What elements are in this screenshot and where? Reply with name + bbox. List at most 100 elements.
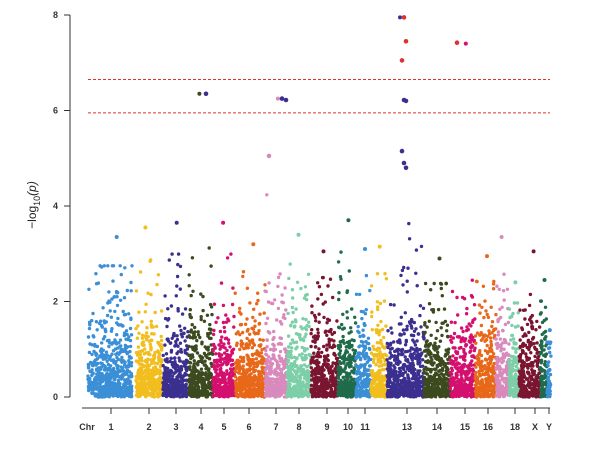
snp-point [120, 355, 124, 360]
snp-point [443, 381, 447, 385]
snp-point [226, 338, 231, 342]
snp-point [338, 391, 342, 395]
snp-point [288, 262, 292, 266]
snp-point [170, 252, 174, 256]
snp-point [353, 349, 358, 353]
snp-point [368, 347, 372, 352]
snp-point [257, 329, 261, 333]
snp-point [177, 367, 182, 371]
snp-point [190, 381, 195, 385]
snp-point [169, 390, 174, 394]
snp-point [439, 389, 443, 394]
snp-point [409, 324, 413, 328]
snp-point [215, 383, 219, 388]
snp-point [317, 392, 321, 396]
snp-point [103, 335, 107, 339]
snp-point [188, 392, 192, 396]
snp-point [393, 349, 397, 354]
snp-point [164, 374, 169, 378]
snp-point [381, 344, 385, 349]
snp-point [258, 361, 263, 365]
snp-point [427, 319, 431, 323]
snp-point [237, 363, 241, 367]
snp-point [437, 345, 441, 349]
snp-point [101, 306, 105, 310]
snp-point [290, 366, 294, 370]
snp-point [272, 298, 277, 302]
snp-point [140, 333, 145, 337]
snp-point [265, 193, 269, 197]
snp-point [294, 347, 298, 351]
snp-point [276, 342, 281, 346]
snp-point [395, 362, 400, 366]
snp-point [383, 389, 387, 393]
snp-point [223, 330, 227, 334]
snp-point [405, 388, 409, 393]
snp-point [136, 324, 140, 328]
snp-point [409, 352, 413, 356]
snp-point [162, 371, 166, 376]
snp-point [196, 333, 201, 337]
snp-point [149, 319, 153, 323]
snp-point [365, 341, 370, 345]
snp-point [406, 392, 410, 396]
snp-point [196, 360, 201, 364]
snp-point [209, 336, 213, 341]
snp-point [118, 264, 122, 268]
snp-point [195, 338, 199, 343]
snp-point [144, 377, 148, 381]
snp-point [312, 376, 316, 380]
snp-point [412, 320, 416, 325]
snp-point [211, 383, 215, 387]
snp-point [105, 313, 110, 318]
snp-point [219, 338, 223, 343]
snp-point [228, 359, 232, 363]
snp-point [356, 351, 360, 355]
snp-point [278, 336, 282, 340]
snp-point [264, 371, 269, 376]
snp-point [266, 379, 271, 383]
snp-point [351, 388, 355, 392]
snp-point [183, 348, 187, 353]
snp-point [189, 330, 193, 334]
snp-point [251, 315, 255, 320]
snp-point [283, 286, 287, 290]
snp-point [167, 379, 171, 384]
snp-point [140, 336, 145, 340]
snp-point [138, 368, 143, 373]
snp-point [440, 394, 444, 398]
snp-point [245, 345, 249, 349]
snp-point [110, 297, 114, 301]
snp-point [232, 314, 236, 319]
snp-point [372, 387, 376, 391]
snp-point [209, 361, 213, 366]
snp-point [184, 361, 189, 365]
snp-point [286, 345, 291, 349]
snp-point [209, 374, 213, 379]
snp-point [439, 326, 443, 330]
snp-point [275, 377, 279, 381]
snp-point [407, 237, 412, 241]
snp-point [289, 356, 294, 360]
snp-point [191, 355, 195, 359]
snp-point [151, 358, 156, 362]
snp-point [121, 366, 125, 370]
snp-point [190, 256, 195, 260]
snp-point [285, 365, 290, 369]
snp-point [157, 352, 162, 356]
snp-point [415, 339, 419, 343]
snp-point [105, 382, 109, 387]
snp-point [300, 327, 304, 331]
snp-point [183, 339, 187, 343]
snp-point [129, 388, 134, 393]
snp-point [151, 325, 155, 329]
snp-point [243, 382, 248, 387]
snp-point [109, 368, 113, 373]
snp-point [231, 386, 235, 391]
snp-point [230, 358, 235, 362]
snp-point [365, 381, 370, 385]
snp-point [176, 384, 180, 389]
snp-point [301, 367, 306, 371]
snp-point [198, 391, 202, 396]
snp-point [101, 348, 106, 352]
